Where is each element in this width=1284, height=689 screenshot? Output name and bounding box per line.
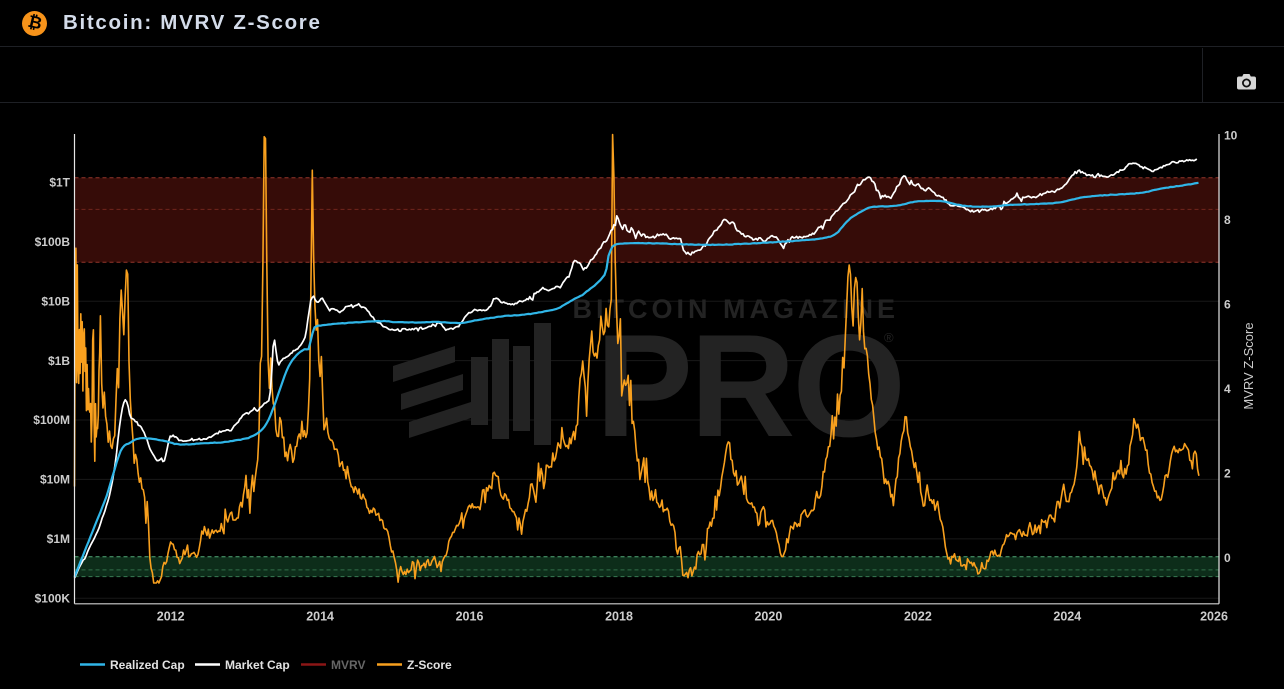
svg-text:4: 4 <box>1224 382 1231 396</box>
svg-text:2020: 2020 <box>754 610 782 624</box>
svg-text:2012: 2012 <box>157 610 185 624</box>
svg-text:®: ® <box>884 330 894 345</box>
svg-text:2: 2 <box>1224 466 1231 480</box>
svg-text:2022: 2022 <box>904 610 932 624</box>
svg-text:2016: 2016 <box>456 610 484 624</box>
svg-text:Z-Score: Z-Score <box>407 658 452 672</box>
svg-text:$10B: $10B <box>41 294 70 308</box>
svg-text:Realized Cap: Realized Cap <box>110 658 185 672</box>
svg-text:0: 0 <box>1224 551 1231 565</box>
svg-text:6: 6 <box>1224 297 1231 311</box>
svg-text:MVRV Z-Score: MVRV Z-Score <box>1241 322 1256 409</box>
svg-text:MVRV: MVRV <box>331 658 365 672</box>
svg-text:2014: 2014 <box>306 610 334 624</box>
svg-text:2018: 2018 <box>605 610 633 624</box>
svg-text:$100K: $100K <box>35 592 71 606</box>
svg-text:2026: 2026 <box>1200 610 1228 624</box>
svg-text:2024: 2024 <box>1053 610 1081 624</box>
svg-text:$100M: $100M <box>33 413 70 427</box>
svg-text:$1B: $1B <box>48 354 70 368</box>
svg-text:$1M: $1M <box>47 532 70 546</box>
svg-text:BITCOIN MAGAZINE: BITCOIN MAGAZINE <box>573 294 900 324</box>
svg-text:Market Cap: Market Cap <box>225 658 290 672</box>
svg-text:$100B: $100B <box>35 235 71 249</box>
svg-text:10: 10 <box>1224 128 1238 142</box>
svg-text:PRO: PRO <box>596 304 903 467</box>
svg-text:$1T: $1T <box>49 176 70 190</box>
svg-text:$10M: $10M <box>40 473 70 487</box>
svg-text:8: 8 <box>1224 213 1231 227</box>
